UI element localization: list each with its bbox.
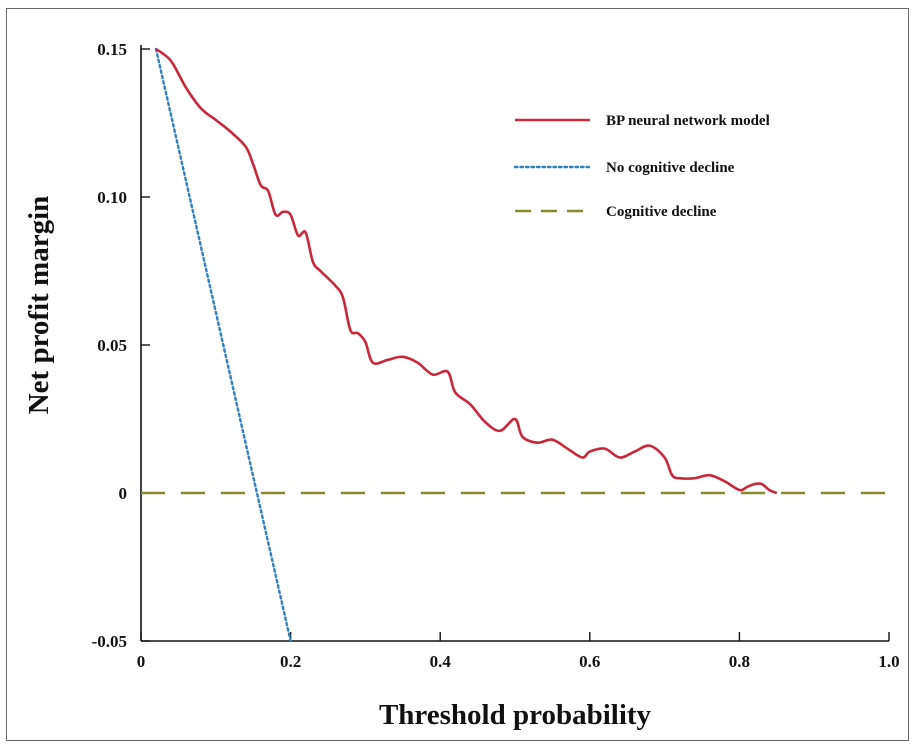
legend-label-1: No cognitive decline: [606, 160, 735, 176]
y-tick-label: -0.05: [92, 632, 127, 651]
axes: [140, 45, 889, 642]
x-tick-label: 0.6: [579, 652, 600, 671]
legend-label-0: BP neural network model: [606, 113, 770, 129]
x-tick-label: 0.2: [280, 652, 301, 671]
series-line-0: [155, 47, 778, 495]
y-axis-title: Net profit margin: [23, 196, 55, 415]
legend: BP neural network model No cognitive decl…: [513, 113, 770, 220]
y-tick-label: 0.05: [97, 336, 127, 355]
y-tick-label: 0.15: [97, 40, 127, 59]
ticks: 0 0.2 0.4 0.6 0.8 1.0 -0.05 0 0.05 0.10 0.15: [92, 40, 900, 671]
y-tick-label: 0: [119, 484, 128, 503]
x-axis-title: Threshold probability: [379, 699, 652, 731]
x-tick-label: 1.0: [878, 652, 899, 671]
figure-frame: [6, 8, 909, 741]
x-tick-label: 0.4: [430, 652, 452, 671]
x-tick-label: 0: [137, 652, 146, 671]
legend-label-2: Cognitive decline: [606, 204, 717, 220]
series-layer: [141, 47, 889, 643]
y-tick-label: 0.10: [97, 188, 127, 207]
x-tick-label: 0.8: [729, 652, 750, 671]
series-line-1: [154, 47, 292, 643]
